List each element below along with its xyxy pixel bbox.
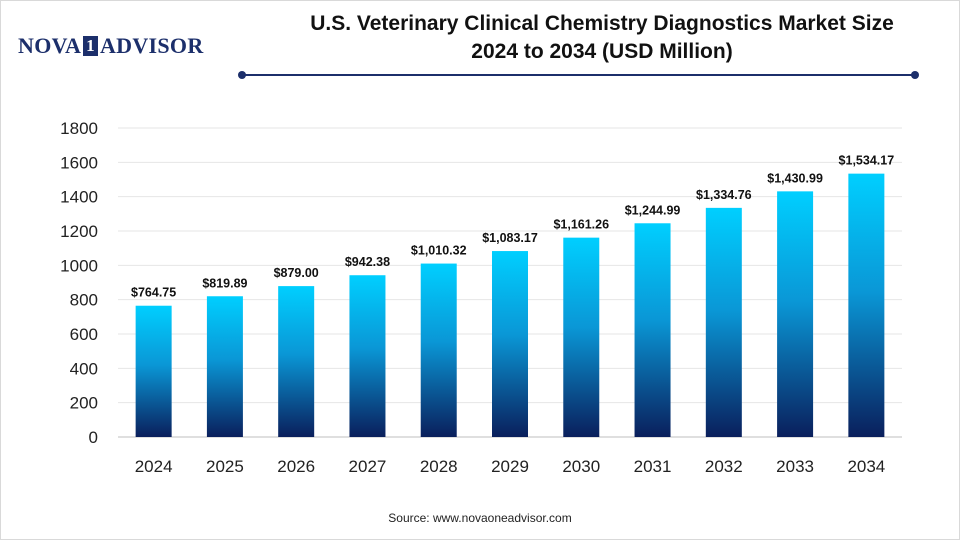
x-tick-label: 2025 xyxy=(206,457,244,476)
y-tick-label: 0 xyxy=(89,428,98,447)
x-tick-label: 2030 xyxy=(562,457,600,476)
y-tick-label: 600 xyxy=(70,325,98,344)
logo-text-left: NOVA xyxy=(18,33,82,58)
bars xyxy=(135,173,885,437)
chart-title: U.S. Veterinary Clinical Chemistry Diagn… xyxy=(262,10,942,66)
chart-title-line2: 2024 to 2034 (USD Million) xyxy=(471,40,733,63)
y-axis-ticks: 0 200 400 600 800 1000 1200 1400 1600 1800 xyxy=(60,119,98,447)
data-label: $879.00 xyxy=(274,266,319,280)
data-label: $1,083.17 xyxy=(482,231,538,245)
x-tick-label: 2027 xyxy=(349,457,387,476)
data-label: $819.89 xyxy=(202,276,247,290)
source-note: Source: www.novaoneadvisor.com xyxy=(388,511,572,525)
data-label: $942.38 xyxy=(345,255,390,269)
bar xyxy=(420,263,457,437)
data-label: $1,334.76 xyxy=(696,188,752,202)
brand-logo: NOVA 1 ADVISOR xyxy=(18,33,204,59)
data-label: $1,244.99 xyxy=(625,203,681,217)
logo-box: 1 xyxy=(83,36,98,56)
title-divider xyxy=(242,74,915,76)
y-tick-label: 800 xyxy=(70,291,98,310)
bar xyxy=(492,251,528,437)
bar xyxy=(777,191,814,437)
x-tick-label: 2029 xyxy=(491,457,529,476)
y-tick-label: 1600 xyxy=(60,153,98,172)
x-tick-label: 2032 xyxy=(705,457,743,476)
data-label: $1,430.99 xyxy=(767,171,823,185)
y-tick-label: 1400 xyxy=(60,188,98,207)
logo-text-right: ADVISOR xyxy=(99,33,204,58)
x-tick-label: 2031 xyxy=(634,457,672,476)
bar xyxy=(634,223,671,437)
x-tick-label: 2026 xyxy=(277,457,315,476)
bar xyxy=(563,237,600,437)
bar xyxy=(135,305,172,437)
x-tick-label: 2034 xyxy=(847,457,885,476)
y-tick-label: 200 xyxy=(70,394,98,413)
y-tick-label: 400 xyxy=(70,359,98,378)
divider-dot-right xyxy=(911,71,919,79)
logo-wordmark: NOVA 1 ADVISOR xyxy=(18,33,204,59)
data-label: $1,534.17 xyxy=(839,154,895,168)
x-tick-label: 2024 xyxy=(135,457,173,476)
x-tick-label: 2028 xyxy=(420,457,458,476)
x-axis-ticks: 2024 2025 2026 2027 2028 2029 2030 2031 2032 2033… xyxy=(135,457,886,476)
y-tick-label: 1200 xyxy=(60,222,98,241)
chart-title-line1: U.S. Veterinary Clinical Chemistry Diagn… xyxy=(310,12,894,35)
data-labels: $764.75 $819.89 $879.00 $942.38 $1,010.32 $1,… xyxy=(131,154,894,300)
divider-dot-left xyxy=(238,71,246,79)
y-tick-label: 1800 xyxy=(60,119,98,138)
bar xyxy=(349,275,386,437)
bar xyxy=(848,173,885,437)
y-tick-label: 1000 xyxy=(60,256,98,275)
bar xyxy=(705,207,742,437)
x-tick-label: 2033 xyxy=(776,457,814,476)
data-label: $1,161.26 xyxy=(553,218,609,232)
data-label: $1,010.32 xyxy=(411,244,467,258)
bar xyxy=(278,286,315,437)
data-label: $764.75 xyxy=(131,286,176,300)
bar xyxy=(206,296,243,437)
